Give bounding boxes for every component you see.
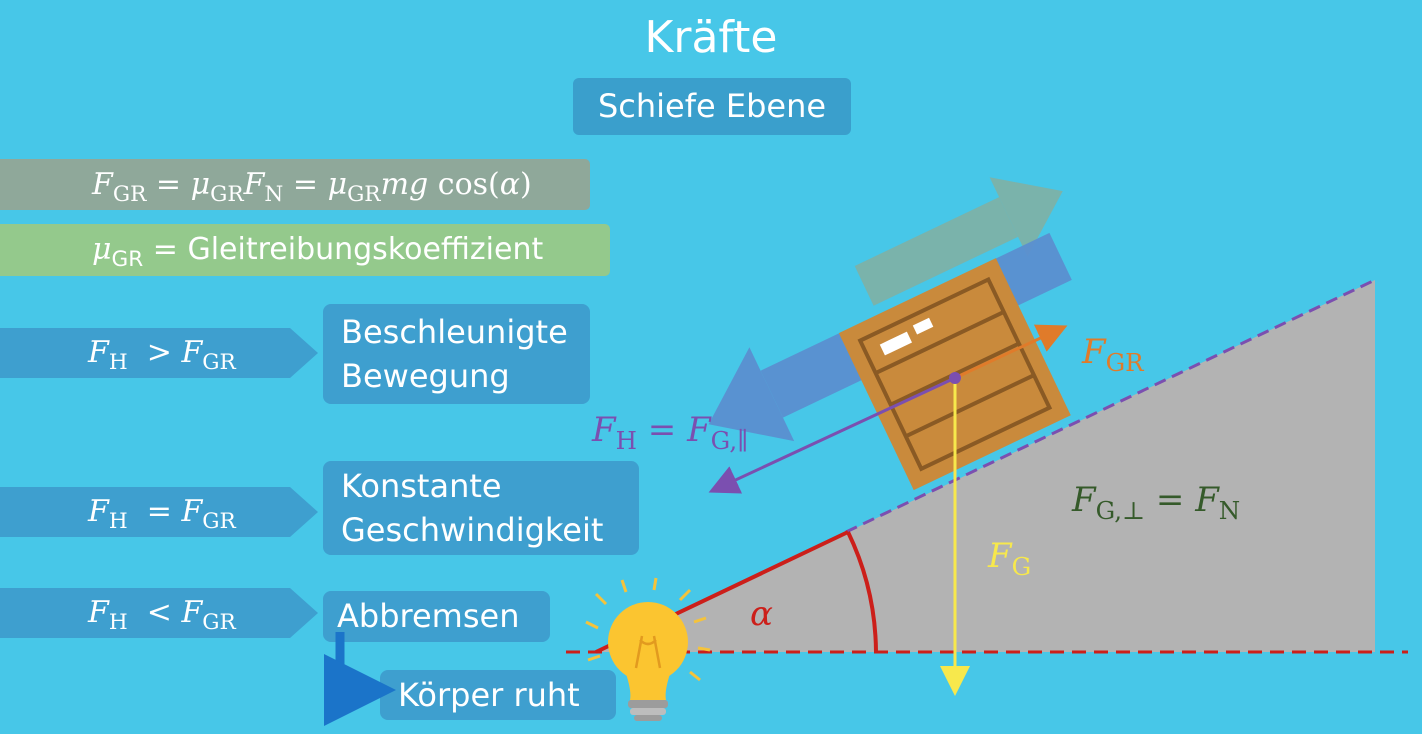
lightbulb-icon bbox=[585, 577, 711, 721]
subtitle-badge: Schiefe Ebene bbox=[573, 78, 851, 135]
label-friction-force: FGR bbox=[1082, 332, 1144, 377]
slope-dashed-line bbox=[845, 278, 1376, 534]
friction-arrow-band bbox=[854, 197, 1019, 306]
result-decelerate: Abbremsen bbox=[323, 591, 550, 642]
center-of-mass bbox=[949, 372, 961, 384]
coefficient-definition: μGR = Gleitreibungskoeffizient bbox=[0, 224, 610, 276]
condition-decelerate: FH < FGR bbox=[0, 588, 318, 638]
label-normal-force: FG,⊥ = FN bbox=[1072, 480, 1241, 525]
label-gravity-force: FG bbox=[988, 536, 1032, 581]
result-constant: Konstante Geschwindigkeit bbox=[323, 461, 639, 555]
down-right-arrow-icon bbox=[324, 632, 396, 726]
friction-formula: FGR = μGRFN = μGRmg cos(α) bbox=[0, 159, 590, 210]
friction-force-arrow bbox=[954, 324, 1068, 380]
result-accelerate: Beschleunigte Bewegung bbox=[323, 304, 590, 404]
result-body-rests: Körper ruht bbox=[380, 670, 616, 720]
downhill-arrow-head bbox=[708, 347, 795, 442]
condition-accelerate: FH > FGR bbox=[0, 328, 318, 378]
label-downhill-force: FH = FG,∥ bbox=[592, 410, 749, 455]
downhill-force-arrow bbox=[708, 376, 956, 494]
condition-constant: FH = FGR bbox=[0, 487, 318, 537]
page-title: Kräfte bbox=[644, 12, 778, 63]
friction-arrow-head bbox=[989, 177, 1063, 257]
label-angle: α bbox=[750, 594, 773, 634]
angle-arc bbox=[846, 531, 878, 653]
